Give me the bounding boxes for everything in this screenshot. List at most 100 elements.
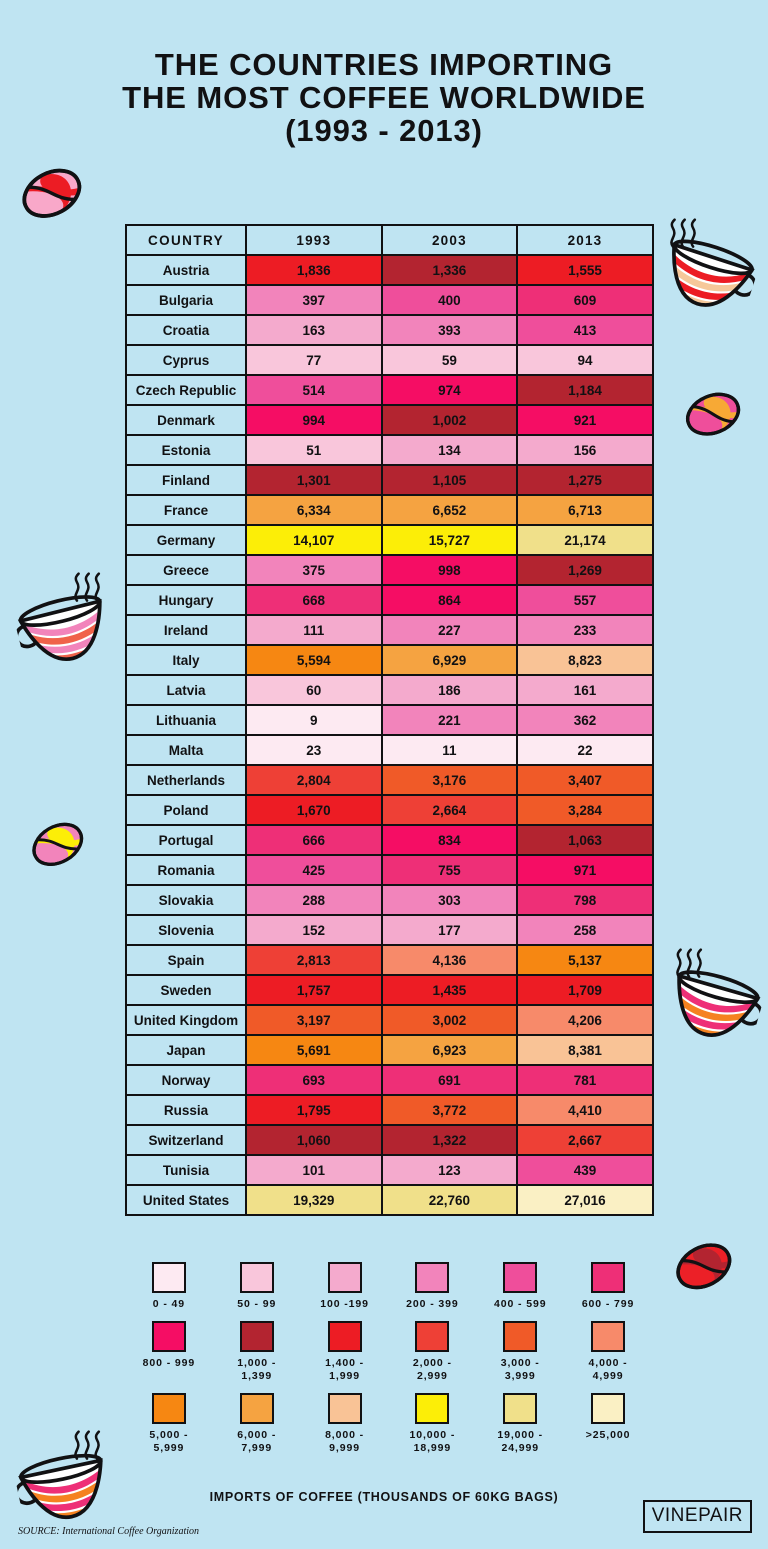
value-cell-2013: 439 xyxy=(516,1154,654,1186)
value-cell-2013: 1,184 xyxy=(516,374,654,406)
value-cell-1993: 288 xyxy=(245,884,383,916)
coffee-imports-table-container: COUNTRY 1993 2003 2013 Austria 1,836 1,336… xyxy=(125,224,654,1216)
coffee-cup-red-cream-icon xyxy=(661,218,762,310)
table-row: United Kingdom 3,197 3,002 4,206 xyxy=(125,1004,654,1036)
country-name-cell: Lithuania xyxy=(125,704,247,736)
country-name-cell: Ireland xyxy=(125,614,247,646)
legend-row: 5,000 - 5,999 6,000 - 7,999 8,000 - 9,999 1… xyxy=(125,1393,652,1455)
value-cell-1993: 1,795 xyxy=(245,1094,383,1126)
table-row: France 6,334 6,652 6,713 xyxy=(125,494,654,526)
legend-row: 800 - 999 1,000 - 1,399 1,400 - 1,999 2,000… xyxy=(125,1321,652,1383)
legend-label: 3,000 - 3,999 xyxy=(500,1357,540,1382)
legend-label: 800 - 999 xyxy=(142,1357,196,1369)
table-row: Italy 5,594 6,929 8,823 xyxy=(125,644,654,676)
title-line-1: THE COUNTRIES IMPORTING xyxy=(154,47,614,82)
legend-label: 10,000 - 18,999 xyxy=(409,1429,456,1454)
value-cell-2003: 1,435 xyxy=(380,974,519,1006)
country-name-cell: Malta xyxy=(125,734,247,766)
value-cell-2013: 258 xyxy=(516,914,654,946)
value-cell-2003: 6,652 xyxy=(380,494,519,526)
table-row: Portugal 666 834 1,063 xyxy=(125,824,654,856)
value-cell-2013: 3,284 xyxy=(516,794,654,826)
legend-swatch xyxy=(327,1262,362,1293)
table-row: Romania 425 755 971 xyxy=(125,854,654,886)
value-cell-1993: 1,836 xyxy=(245,254,383,286)
legend-swatch xyxy=(591,1393,626,1424)
table-row: Latvia 60 186 161 xyxy=(125,674,654,706)
table-row: Slovenia 152 177 258 xyxy=(125,914,654,946)
value-cell-1993: 14,107 xyxy=(245,524,383,556)
value-cell-2013: 4,410 xyxy=(516,1094,654,1126)
value-cell-2013: 1,555 xyxy=(516,254,654,286)
value-cell-2003: 221 xyxy=(380,704,519,736)
country-name-cell: Portugal xyxy=(125,824,247,856)
legend-label: 400 - 599 xyxy=(493,1298,547,1310)
country-name-cell: Bulgaria xyxy=(125,284,247,316)
value-cell-1993: 2,813 xyxy=(245,944,383,976)
country-name-cell: Romania xyxy=(125,854,247,886)
country-name-cell: Cyprus xyxy=(125,344,247,376)
value-cell-1993: 5,594 xyxy=(245,644,383,676)
value-cell-2013: 2,667 xyxy=(516,1124,654,1156)
legend-row: 0 - 49 50 - 99 100 -199 200 - 399 400 - 599 6… xyxy=(125,1262,652,1311)
legend-item: 600 - 799 xyxy=(567,1262,649,1311)
table-header-row: COUNTRY 1993 2003 2013 xyxy=(125,224,654,256)
value-cell-2003: 134 xyxy=(380,434,519,466)
country-name-cell: Poland xyxy=(125,794,247,826)
legend-swatch xyxy=(327,1393,362,1424)
legend-swatch xyxy=(239,1321,274,1352)
column-header-1993: 1993 xyxy=(245,224,383,256)
value-cell-2003: 1,105 xyxy=(380,464,519,496)
title-line-3: (1993 - 2013) xyxy=(285,113,483,148)
legend-item: 400 - 599 xyxy=(479,1262,561,1311)
country-name-cell: Slovenia xyxy=(125,914,247,946)
value-cell-1993: 425 xyxy=(245,854,383,886)
country-name-cell: France xyxy=(125,494,247,526)
value-cell-1993: 1,757 xyxy=(245,974,383,1006)
color-legend: 0 - 49 50 - 99 100 -199 200 - 399 400 - 599 6… xyxy=(125,1262,652,1465)
value-cell-2003: 123 xyxy=(380,1154,519,1186)
legend-swatch xyxy=(327,1321,362,1352)
country-name-cell: United States xyxy=(125,1184,247,1216)
value-cell-2003: 1,002 xyxy=(380,404,519,436)
country-name-cell: United Kingdom xyxy=(125,1004,247,1036)
page-title: THE COUNTRIES IMPORTING THE MOST COFFEE … xyxy=(0,0,768,147)
country-name-cell: Russia xyxy=(125,1094,247,1126)
table-row: Norway 693 691 781 xyxy=(125,1064,654,1096)
value-cell-2003: 303 xyxy=(380,884,519,916)
value-cell-2003: 974 xyxy=(380,374,519,406)
table-row: Austria 1,836 1,336 1,555 xyxy=(125,254,654,286)
value-cell-1993: 375 xyxy=(245,554,383,586)
table-row: Denmark 994 1,002 921 xyxy=(125,404,654,436)
value-cell-2003: 11 xyxy=(380,734,519,766)
legend-label: 100 -199 xyxy=(320,1298,369,1310)
legend-label: 4,000 - 4,999 xyxy=(588,1357,628,1382)
country-name-cell: Greece xyxy=(125,554,247,586)
legend-item: 8,000 - 9,999 xyxy=(304,1393,386,1455)
value-cell-2013: 1,063 xyxy=(516,824,654,856)
value-cell-2013: 4,206 xyxy=(516,1004,654,1036)
legend-label: 1,400 - 1,999 xyxy=(325,1357,365,1382)
value-cell-1993: 3,197 xyxy=(245,1004,383,1036)
legend-label: 50 - 99 xyxy=(237,1298,277,1310)
table-row: United States 19,329 22,760 27,016 xyxy=(125,1184,654,1216)
value-cell-2013: 8,381 xyxy=(516,1034,654,1066)
value-cell-2013: 156 xyxy=(516,434,654,466)
value-cell-1993: 397 xyxy=(245,284,383,316)
column-header-country: COUNTRY xyxy=(125,224,247,256)
table-row: Hungary 668 864 557 xyxy=(125,584,654,616)
value-cell-2013: 6,713 xyxy=(516,494,654,526)
column-header-2003: 2003 xyxy=(380,224,519,256)
table-row: Finland 1,301 1,105 1,275 xyxy=(125,464,654,496)
country-name-cell: Czech Republic xyxy=(125,374,247,406)
table-row: Czech Republic 514 974 1,184 xyxy=(125,374,654,406)
country-name-cell: Croatia xyxy=(125,314,247,346)
legend-swatch xyxy=(151,1393,186,1424)
value-cell-2013: 362 xyxy=(516,704,654,736)
value-cell-2003: 227 xyxy=(380,614,519,646)
value-cell-2003: 59 xyxy=(380,344,519,376)
table-row: Malta 23 11 22 xyxy=(125,734,654,766)
coffee-bean-pink-yellow-icon xyxy=(23,812,94,881)
value-cell-2013: 798 xyxy=(516,884,654,916)
table-row: Netherlands 2,804 3,176 3,407 xyxy=(125,764,654,796)
